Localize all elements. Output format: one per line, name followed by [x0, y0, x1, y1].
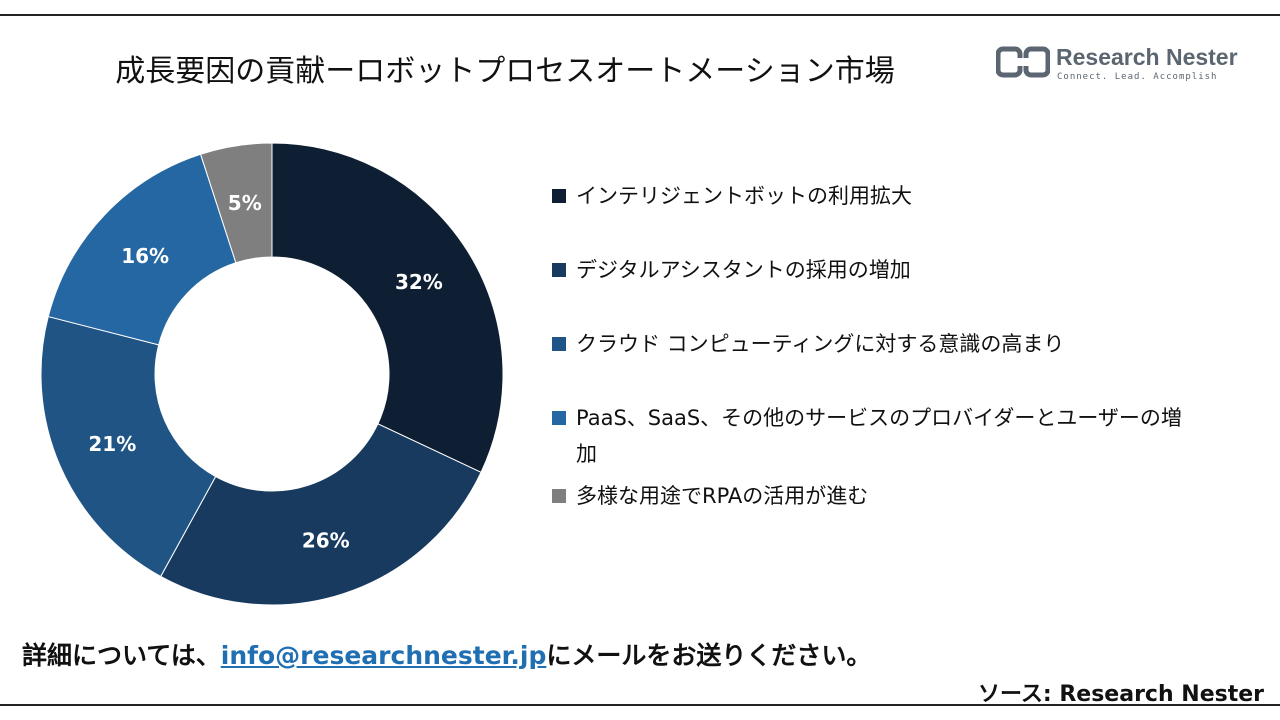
donut-slice-1: [271, 142, 504, 474]
donut-slice-3: [40, 315, 217, 578]
legend-label-4: PaaS、SaaS、その他のサービスのプロバイダーとユーザーの増加: [576, 406, 1182, 466]
legend-swatch-3: [552, 337, 566, 351]
bottom-rule: [0, 704, 1280, 706]
slice-label-3: 21%: [88, 432, 136, 456]
legend-swatch-1: [552, 189, 566, 203]
source-credit: ソース: Research Nester: [977, 682, 1264, 707]
legend-swatch-4: [552, 411, 566, 425]
legend-item-2: デジタルアシスタントの採用の増加: [552, 252, 1196, 288]
legend-label-5: 多様な用途でRPAの活用が進む: [576, 484, 869, 508]
legend-item-1: インテリジェントボットの利用拡大: [552, 178, 1196, 214]
page-title: 成長要因の貢献ーロボットプロセスオートメーション市場: [115, 54, 895, 89]
legend-swatch-2: [552, 263, 566, 277]
slice-label-4: 16%: [121, 244, 169, 268]
slice-label-1: 32%: [395, 270, 443, 294]
email-link[interactable]: info@researchnester.jp: [220, 641, 547, 670]
donut-slice-2: [160, 423, 482, 606]
research-nester-logo: Research Nester Connect. Lead. Accomplis…: [996, 44, 1238, 88]
legend-label-1: インテリジェントボットの利用拡大: [576, 184, 912, 208]
logo-name: Research Nester: [1056, 44, 1238, 70]
legend-item-5: 多様な用途でRPAの活用が進む: [552, 478, 1196, 514]
logo-tagline: Connect. Lead. Accomplish: [1057, 72, 1218, 82]
top-rule: [0, 14, 1280, 16]
legend-item-4: PaaS、SaaS、その他のサービスのプロバイダーとユーザーの増加: [552, 400, 1196, 472]
donut-slice-5: [199, 142, 273, 264]
legend-label-3: クラウド コンピューティングに対する意識の高まり: [576, 332, 1065, 356]
legend-swatch-5: [552, 489, 566, 503]
footer-note: 詳細については、info@researchnester.jpにメールをお送りくだ…: [22, 636, 871, 672]
legend-label-2: デジタルアシスタントの採用の増加: [576, 258, 911, 282]
donut-slice-4: [47, 153, 237, 346]
legend-item-3: クラウド コンピューティングに対する意識の高まり: [552, 326, 1196, 362]
logo-mark-icon: [996, 46, 1050, 78]
slice-label-5: 5%: [228, 191, 262, 215]
footer-suffix: にメールをお送りください。: [546, 641, 872, 670]
footer-prefix: 詳細については、: [22, 641, 221, 670]
slice-label-2: 26%: [302, 528, 350, 552]
